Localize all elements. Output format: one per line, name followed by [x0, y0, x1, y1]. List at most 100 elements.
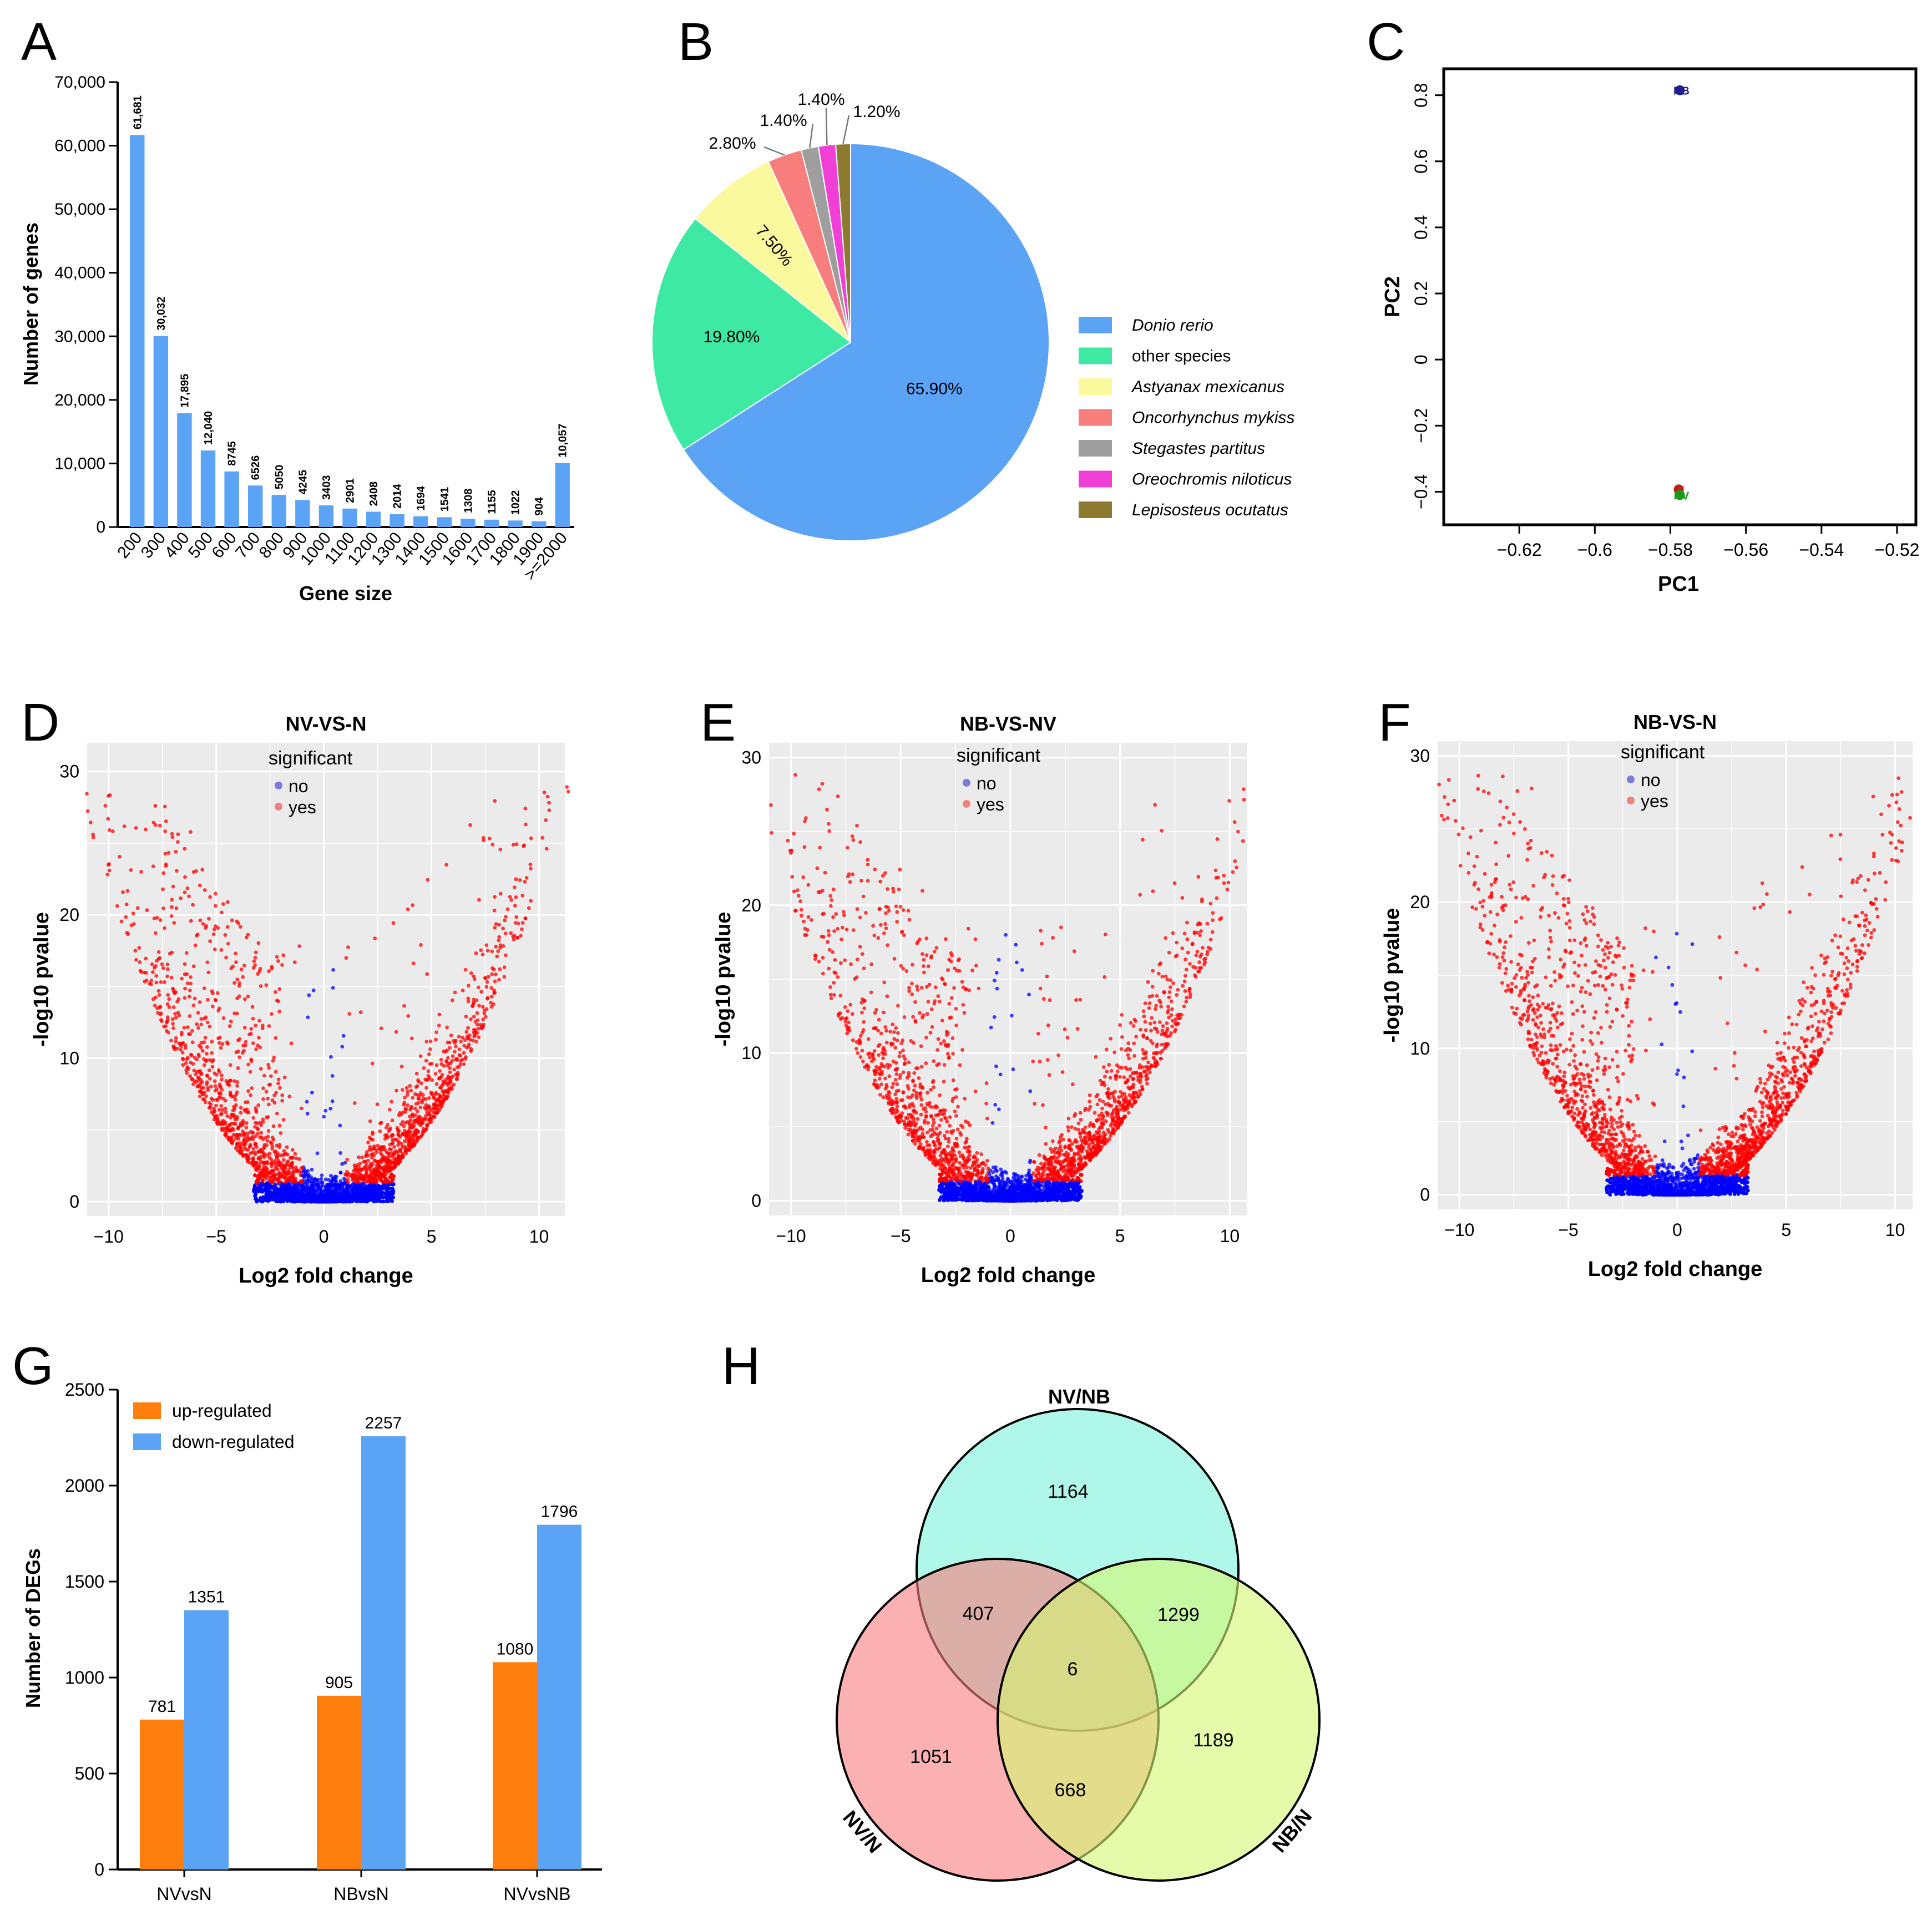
bar — [130, 135, 145, 528]
point-significant — [455, 1076, 459, 1081]
point-significant — [405, 1137, 409, 1141]
point-significant — [446, 1056, 450, 1060]
pie-leader-line — [763, 146, 785, 156]
bar — [461, 519, 476, 527]
point-significant — [1142, 1014, 1146, 1019]
point-significant — [358, 1168, 363, 1172]
point-significant — [422, 1066, 426, 1070]
point-significant — [256, 1132, 260, 1136]
point-significant — [514, 895, 518, 899]
y-tick-label: 30,000 — [54, 327, 105, 346]
point-significant — [256, 1156, 261, 1160]
point-significant — [203, 888, 207, 892]
point-significant — [407, 1148, 411, 1152]
point-significant — [1045, 1058, 1050, 1062]
point-significant — [190, 1040, 195, 1045]
point-significant — [484, 985, 489, 989]
point-significant — [154, 980, 159, 985]
point-not-significant — [331, 967, 336, 972]
point-significant — [489, 986, 494, 990]
point-significant — [878, 1077, 882, 1081]
point-not-significant — [338, 1179, 343, 1183]
point-significant — [266, 1161, 270, 1166]
point-significant — [245, 1159, 250, 1163]
point-significant — [882, 1010, 886, 1015]
point-significant — [497, 935, 502, 939]
point-significant — [241, 1142, 245, 1147]
point-significant — [821, 912, 825, 916]
bar — [224, 471, 239, 527]
point-significant — [284, 1173, 289, 1178]
point-significant — [433, 1092, 438, 1096]
point-not-significant — [384, 1193, 388, 1197]
point-significant — [493, 799, 497, 803]
point-significant — [239, 1111, 243, 1115]
point-significant — [469, 1049, 473, 1053]
point-significant — [402, 1103, 406, 1107]
point-significant — [448, 1046, 452, 1050]
point-significant — [184, 1061, 188, 1065]
point-significant — [275, 1111, 279, 1116]
point-significant — [448, 1070, 452, 1075]
legend-label: Oreochromis niloticus — [1132, 470, 1292, 489]
point-significant — [232, 981, 236, 985]
point-significant — [185, 1071, 189, 1075]
bar-value-label: 2408 — [368, 482, 380, 506]
point-significant — [144, 827, 148, 832]
point-significant — [848, 880, 852, 884]
point-significant — [1167, 950, 1171, 955]
point-not-significant — [257, 1185, 261, 1190]
point-significant — [520, 927, 524, 931]
point-significant — [280, 963, 284, 967]
point-significant — [413, 1106, 417, 1111]
point-significant — [161, 871, 166, 875]
point-significant — [873, 1078, 877, 1082]
point-significant — [1141, 1035, 1146, 1039]
point-significant — [485, 996, 489, 1001]
point-significant — [803, 816, 808, 820]
point-significant — [236, 1148, 240, 1153]
point-significant — [211, 932, 216, 936]
point-significant — [542, 791, 547, 794]
point-significant — [1159, 961, 1163, 965]
point-significant — [944, 1153, 949, 1157]
point-significant — [107, 828, 112, 832]
point-significant — [387, 1169, 391, 1173]
point-significant — [1045, 974, 1049, 979]
point-significant — [164, 864, 168, 868]
point-significant — [218, 1041, 221, 1045]
point-significant — [490, 949, 494, 954]
bar — [271, 495, 286, 527]
point-significant — [895, 910, 899, 914]
point-significant — [280, 1098, 285, 1103]
point-significant — [379, 1026, 383, 1031]
point-significant — [186, 1067, 191, 1071]
point-significant — [934, 946, 939, 950]
x-tick-label: −0.54 — [1799, 540, 1844, 560]
point-significant — [921, 1131, 925, 1136]
point-significant — [466, 999, 471, 1004]
point-significant — [363, 1165, 368, 1169]
point-significant — [254, 1134, 257, 1138]
point-significant — [1197, 960, 1201, 964]
point-significant — [201, 1086, 205, 1090]
point-significant — [261, 1086, 265, 1091]
point-significant — [1126, 1041, 1131, 1045]
point-significant — [138, 960, 142, 964]
point-significant — [479, 990, 484, 994]
legend-label: other species — [1132, 347, 1231, 366]
legend-title: significant — [269, 748, 353, 769]
point-significant — [1210, 930, 1215, 934]
point-significant — [921, 889, 924, 893]
point-not-significant — [305, 1183, 310, 1187]
point-significant — [271, 1124, 276, 1128]
point-significant — [232, 1011, 237, 1016]
point-not-significant — [378, 1199, 382, 1203]
point-significant — [933, 985, 938, 990]
point-significant — [893, 1046, 897, 1050]
point-significant — [796, 894, 801, 898]
point-significant — [137, 946, 141, 950]
point-significant — [236, 1066, 240, 1070]
point-significant — [985, 1116, 989, 1121]
y-tick-label: 10,000 — [54, 454, 105, 473]
